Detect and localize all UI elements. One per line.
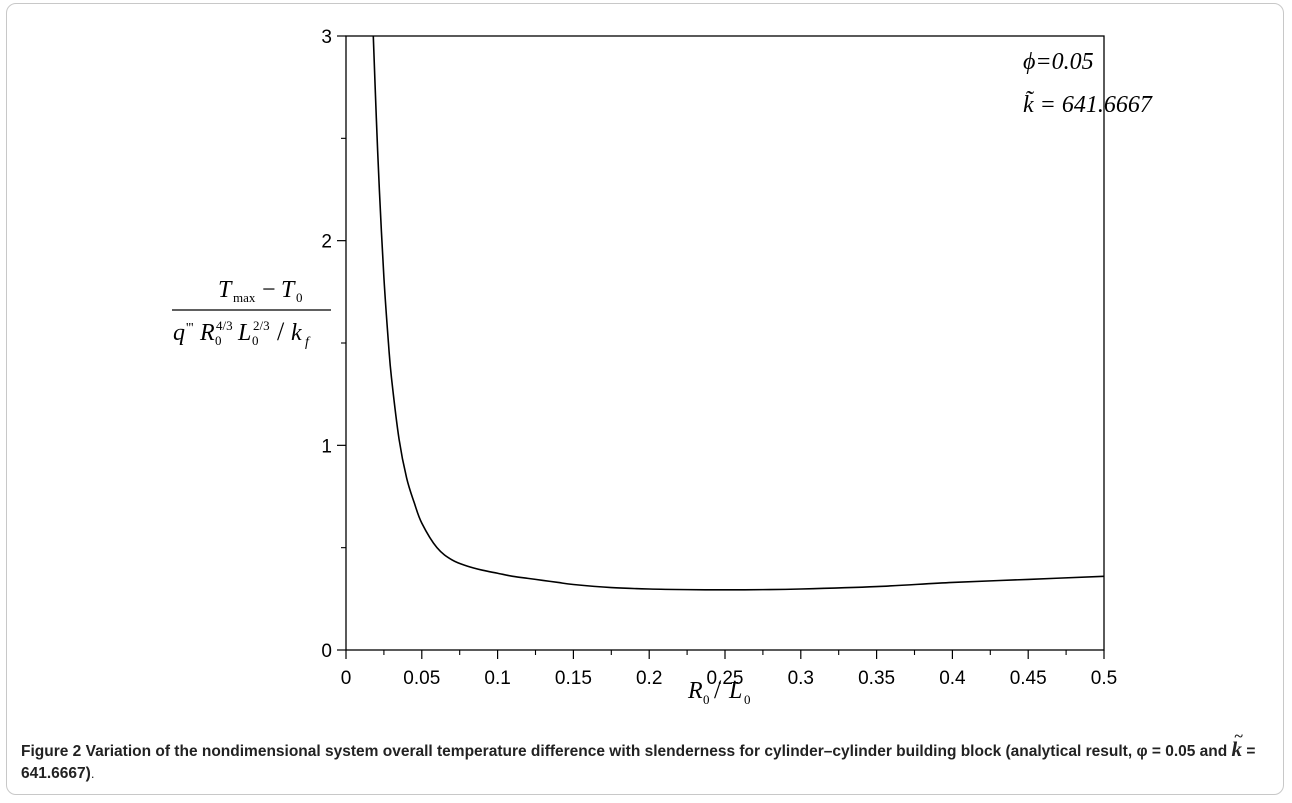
svg-text:0: 0 xyxy=(744,692,751,707)
caption-period: . xyxy=(90,766,95,781)
svg-text:''': ''' xyxy=(186,321,194,336)
caption-text: Variation of the nondimensional system o… xyxy=(81,743,1137,760)
svg-text:max: max xyxy=(233,290,256,305)
series-line xyxy=(372,35,1105,591)
x-tick-label: 0.35 xyxy=(858,668,895,689)
y-axis-label: T max − T 0 q ''' R 0 4/3 L 0 2/3 / k f xyxy=(172,277,331,350)
y-tick-label: 3 xyxy=(321,27,332,48)
x-tick-label: 0.1 xyxy=(484,668,510,689)
svg-text:T: T xyxy=(218,277,233,303)
x-tick-label: 0.4 xyxy=(939,668,966,689)
annotation-phi: ϕ=0.05 xyxy=(1023,49,1094,75)
plot-frame xyxy=(345,35,1105,651)
svg-text:/: / xyxy=(714,675,722,704)
svg-text:L: L xyxy=(237,320,251,346)
x-tick-label: 0.15 xyxy=(555,668,592,689)
svg-text:0: 0 xyxy=(252,333,259,348)
chart-series-layer xyxy=(372,35,1105,591)
y-tick-label: 2 xyxy=(321,232,332,253)
svg-text:/: / xyxy=(277,317,285,346)
svg-text:R: R xyxy=(199,320,215,346)
x-axis-label: R 0 / L 0 xyxy=(687,675,751,707)
caption-k-value: = 641.6667) xyxy=(21,743,1256,782)
svg-text:L: L xyxy=(728,678,742,704)
svg-text:4/3: 4/3 xyxy=(216,318,233,333)
figure-frame xyxy=(6,3,1284,795)
svg-text:f: f xyxy=(305,335,311,350)
caption-and: and xyxy=(1195,743,1232,760)
svg-text:2/3: 2/3 xyxy=(253,318,270,333)
caption-k-symbol: ~ k xyxy=(1231,728,1243,761)
x-tick-label: 0.25 xyxy=(707,668,744,689)
x-tick-label: 0.3 xyxy=(788,668,814,689)
figure-caption: Figure 2 Variation of the nondimensional… xyxy=(21,728,1271,785)
svg-text:R: R xyxy=(687,678,703,704)
x-tick-label: 0 xyxy=(341,668,352,689)
chart: 0 0.05 0.1 0.15 0.2 0.25 0.3 0.35 0.4 0.45 0.5 0 1 2 3… xyxy=(172,27,1153,707)
svg-text:T: T xyxy=(281,277,296,303)
annotation-k: k̃ = 641.6667 xyxy=(1023,90,1153,118)
x-tick-label: 0.45 xyxy=(1010,668,1047,689)
svg-text:0: 0 xyxy=(215,333,222,348)
svg-text:0: 0 xyxy=(703,692,710,707)
svg-text:0: 0 xyxy=(296,290,303,305)
svg-text:k: k xyxy=(291,320,302,346)
x-tick-label: 0.5 xyxy=(1091,668,1117,689)
y-tick-label: 1 xyxy=(321,436,332,457)
chart-axes xyxy=(345,35,1105,651)
x-tick-label: 0.05 xyxy=(403,668,440,689)
caption-phi: φ = 0.05 xyxy=(1136,743,1196,760)
svg-text:−: − xyxy=(262,277,276,303)
svg-text:q: q xyxy=(173,320,185,346)
x-tick-label: 0.2 xyxy=(636,668,662,689)
y-tick-label: 0 xyxy=(321,641,332,662)
caption-label: Figure 2 xyxy=(21,743,82,760)
chart-ticks: 0 0.05 0.1 0.15 0.2 0.25 0.3 0.35 0.4 0.45 0.5 0 1 2 3 xyxy=(321,27,1117,689)
